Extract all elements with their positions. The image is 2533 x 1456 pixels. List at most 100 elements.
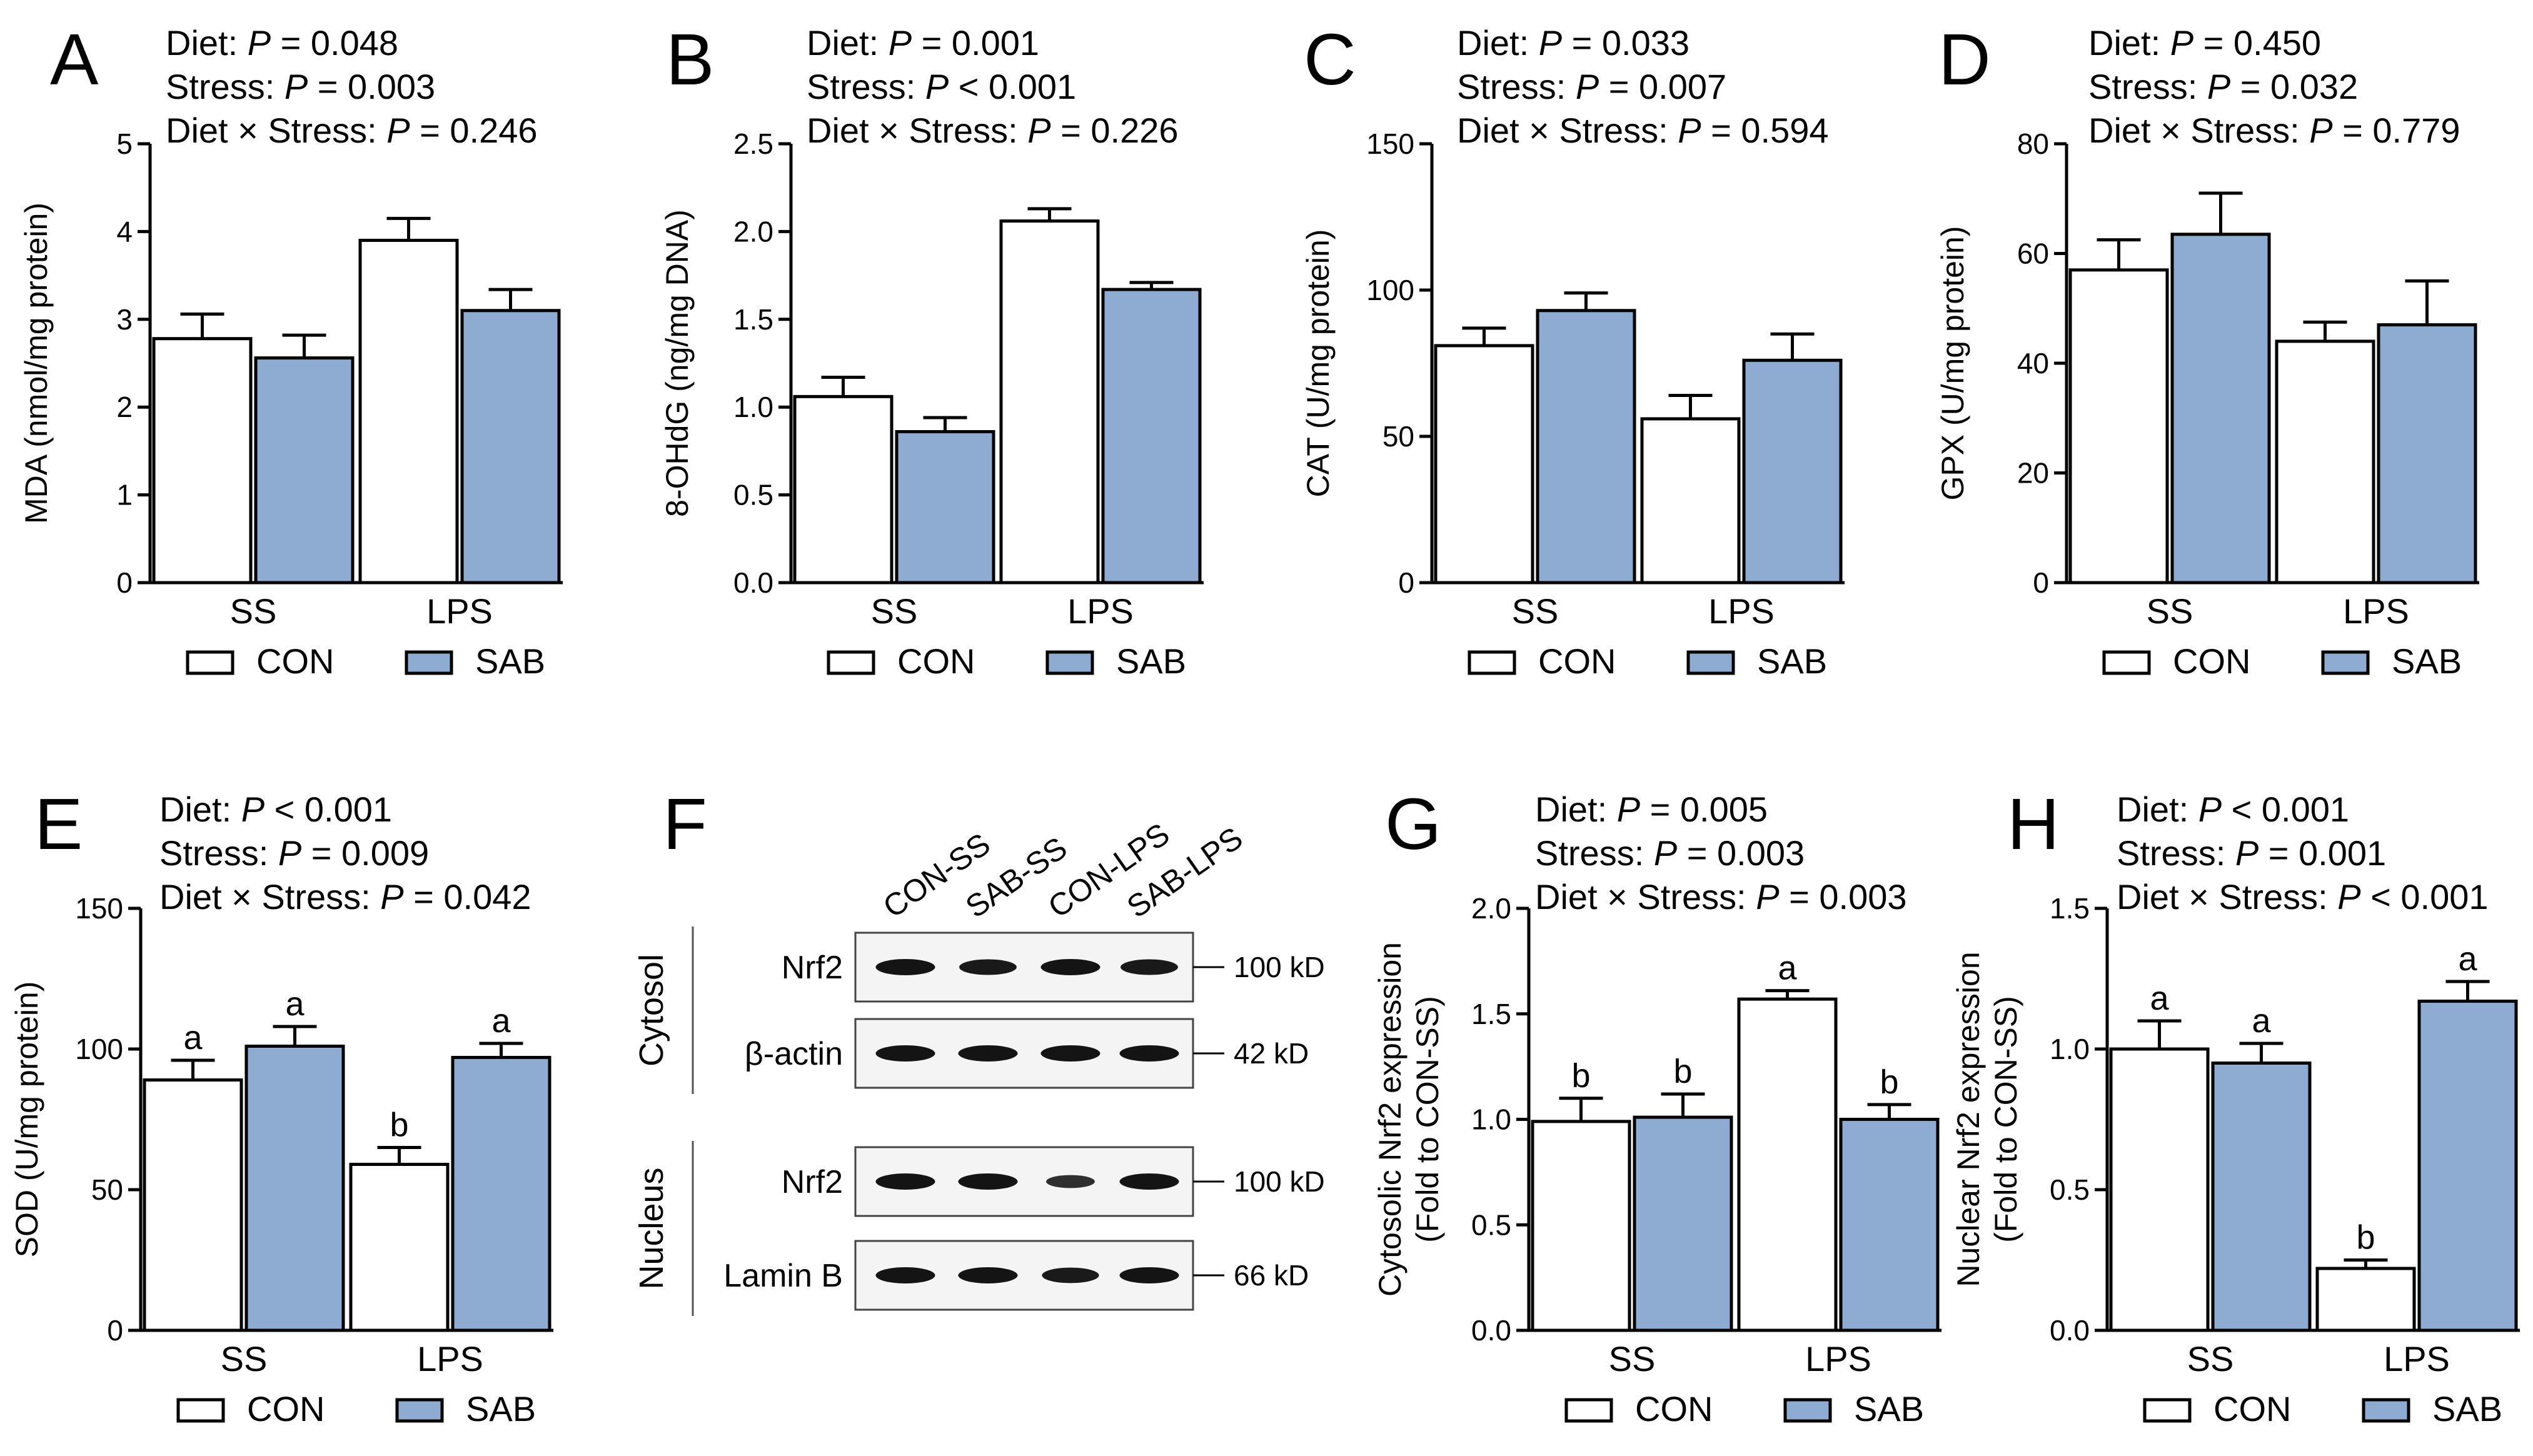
y-tick-label: 100 — [75, 1033, 123, 1065]
protein-label: Nrf2 — [782, 1164, 843, 1200]
blot-band — [958, 1045, 1018, 1062]
bar-sab-lps — [451, 1056, 551, 1332]
y-axis-label: (Fold to CON-SS) — [1988, 996, 2023, 1243]
stat-line: Stress: P = 0.009 — [159, 833, 429, 873]
category-label: LPS — [2384, 1339, 2450, 1378]
bar-con-ss — [2068, 268, 2169, 585]
legend-swatch-sab — [1783, 1398, 1832, 1423]
bar-con-lps — [1737, 997, 1838, 1332]
panel-letter: B — [666, 19, 714, 100]
blot-band — [958, 1173, 1018, 1190]
blot-band — [875, 1045, 935, 1062]
y-tick-label: 0.5 — [733, 479, 773, 511]
category-label: LPS — [417, 1339, 483, 1378]
legend-swatch-sab — [2321, 650, 2370, 675]
protein-label: Nrf2 — [782, 950, 843, 986]
stat-line: Stress: P = 0.003 — [166, 67, 435, 106]
protein-label: Lamin B — [723, 1258, 843, 1294]
significance-label: b — [1880, 1063, 1898, 1101]
y-tick-label: 100 — [1366, 274, 1414, 306]
significance-label: b — [2356, 1219, 2375, 1257]
y-tick-label: 0 — [2033, 566, 2049, 599]
blot-band — [1119, 1045, 1179, 1062]
bar-sab-ss — [254, 356, 355, 585]
category-label: SS — [230, 591, 277, 631]
group-label: Cytosol — [633, 954, 670, 1067]
bar-con-ss — [2109, 1047, 2210, 1332]
y-tick-label: 2.5 — [733, 128, 773, 160]
stat-line: Diet × Stress: P = 0.003 — [1535, 877, 1907, 916]
significance-label: a — [285, 985, 305, 1023]
category-label: LPS — [1708, 591, 1775, 631]
significance-label: a — [1778, 950, 1797, 987]
stat-line: Stress: P = 0.003 — [1535, 833, 1805, 873]
y-axis-label: (Fold to CON-SS) — [1410, 996, 1445, 1243]
blot-band — [1119, 1173, 1179, 1190]
legend-swatch-sab — [405, 650, 453, 675]
legend-label-con: CON — [1635, 1389, 1713, 1428]
significance-label: b — [1673, 1053, 1692, 1090]
blot-band — [1119, 1267, 1179, 1283]
legend-swatch-con — [827, 650, 875, 675]
chart-panel-C: C Diet: P = 0.033 Stress: P = 0.007 Diet × … — [1301, 19, 1845, 681]
legend-swatch-con — [2143, 1398, 2192, 1423]
bar-con-lps — [2275, 339, 2375, 585]
bar-sab-ss — [1536, 309, 1636, 585]
kd-label: 66 kD — [1234, 1259, 1309, 1292]
bar-con-ss — [793, 394, 894, 585]
y-tick-label: 60 — [2017, 238, 2049, 270]
y-tick-label: 0 — [1398, 566, 1414, 599]
bar-sab-ss — [895, 430, 995, 585]
panel-letter: H — [2007, 783, 2060, 865]
legend-label-sab: SAB — [2392, 641, 2462, 681]
stat-line: Diet: P < 0.001 — [159, 790, 392, 829]
blot-band — [875, 959, 935, 975]
legend-label-con: CON — [256, 641, 334, 681]
y-tick-label: 0.5 — [2050, 1173, 2090, 1206]
y-tick-label: 1.0 — [1471, 1103, 1511, 1136]
legend-label-con: CON — [2173, 641, 2250, 681]
y-tick-label: 2.0 — [1471, 892, 1511, 925]
bar-con-ss — [143, 1078, 243, 1332]
y-tick-label: 4 — [116, 215, 133, 248]
bar-con-lps — [2315, 1267, 2416, 1332]
chart-panel-E: E Diet: P < 0.001 Stress: P = 0.009 Diet × … — [9, 783, 553, 1428]
y-tick-label: 0 — [116, 566, 133, 599]
y-tick-label: 5 — [116, 128, 133, 160]
chart-panel-H: H Diet: P < 0.001 Stress: P = 0.001 Diet × … — [1951, 783, 2520, 1428]
category-label: SS — [1512, 591, 1559, 631]
stat-line: Diet × Stress: P = 0.226 — [807, 111, 1179, 150]
panel-letter: E — [34, 783, 83, 865]
legend-swatch-con — [1564, 1398, 1613, 1423]
blot-band — [1040, 1045, 1100, 1062]
legend-label-sab: SAB — [1854, 1389, 1924, 1428]
stat-line: Stress: P = 0.007 — [1457, 67, 1726, 106]
y-tick-label: 150 — [75, 892, 123, 925]
y-tick-label: 1.5 — [1471, 998, 1511, 1030]
y-tick-label: 1 — [116, 479, 133, 511]
blot-band — [875, 1267, 935, 1283]
category-label: LPS — [1805, 1339, 1871, 1378]
legend-swatch-sab — [1045, 650, 1094, 675]
category-label: SS — [1609, 1339, 1656, 1378]
legend-swatch-con — [186, 650, 234, 675]
panel-letter: G — [1385, 783, 1441, 865]
legend-swatch-con — [2102, 650, 2151, 675]
y-axis-label: Cytosolic Nrf2 expression — [1372, 942, 1408, 1297]
bar-sab-lps — [1101, 288, 1202, 585]
chart-panel-A: A Diet: P = 0.048 Stress: P = 0.003 Diet × … — [19, 19, 563, 681]
stat-line: Diet: P = 0.005 — [1535, 790, 1768, 829]
y-axis-label: CAT (U/mg protein) — [1301, 229, 1336, 498]
panel-letter: D — [1938, 19, 1991, 100]
legend-label-sab: SAB — [475, 641, 545, 681]
bar-con-lps — [1640, 417, 1741, 585]
bar-sab-ss — [1633, 1115, 1733, 1332]
significance-label: b — [390, 1107, 408, 1144]
legend-swatch-con — [176, 1398, 225, 1423]
chart-panel-G: G Diet: P = 0.005 Stress: P = 0.003 Diet × … — [1372, 783, 1941, 1428]
stat-line: Diet: P = 0.048 — [166, 23, 398, 63]
y-axis-label: 8-OHdG (ng/mg DNA) — [660, 209, 695, 517]
chart-panel-D: D Diet: P = 0.450 Stress: P = 0.032 Diet × … — [1935, 19, 2479, 681]
legend-swatch-sab — [395, 1398, 444, 1423]
